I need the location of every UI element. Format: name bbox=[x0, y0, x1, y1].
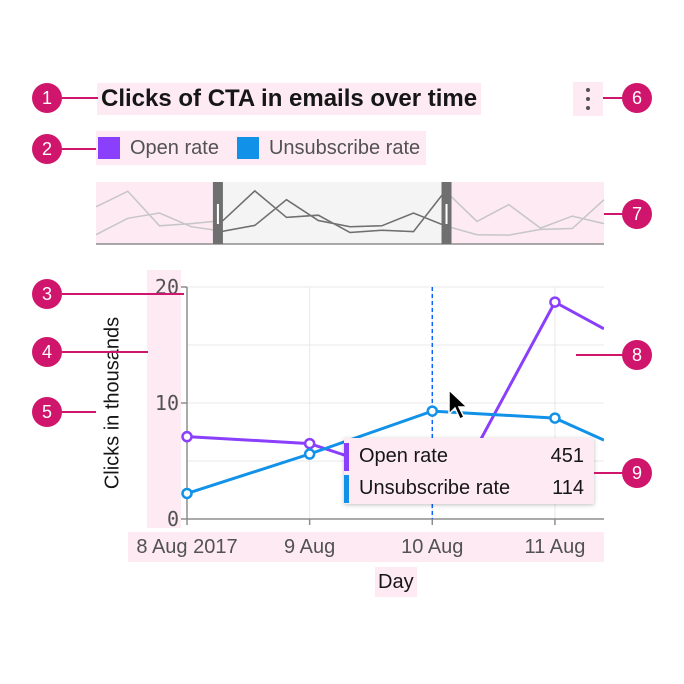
y-axis-ticks-highlight bbox=[147, 270, 181, 528]
legend-swatch-open-rate bbox=[98, 137, 120, 159]
annotation-badge: 7 bbox=[622, 199, 652, 229]
mouse-cursor-icon bbox=[448, 388, 469, 421]
tooltip-row-open-rate: Open rate 451 bbox=[344, 441, 594, 471]
tooltip-value: 114 bbox=[552, 477, 584, 499]
annotation-leader bbox=[62, 411, 96, 413]
navigator-background bbox=[96, 182, 604, 244]
y-axis-title: Clicks in thousands bbox=[98, 303, 128, 503]
overflow-menu-icon[interactable] bbox=[573, 82, 603, 116]
annotation-badge: 9 bbox=[622, 458, 652, 488]
data-point bbox=[549, 296, 561, 308]
menu-dot bbox=[586, 106, 590, 110]
annotation-leader bbox=[594, 472, 624, 474]
legend-item-open-rate[interactable]: Open rate bbox=[98, 137, 219, 160]
navigator-line-selected bbox=[217, 189, 447, 234]
annotation-badge: 5 bbox=[32, 397, 62, 427]
data-point bbox=[181, 487, 193, 500]
tooltip-value: 451 bbox=[550, 445, 584, 467]
tooltip-color-bar bbox=[344, 443, 349, 471]
annotation-badge: 3 bbox=[32, 279, 62, 309]
x-axis-ticks-highlight bbox=[128, 532, 604, 562]
x-axis-label: Day bbox=[375, 567, 417, 597]
navigator-line bbox=[95, 189, 605, 234]
data-point bbox=[549, 412, 561, 424]
navigator-line-selected bbox=[217, 198, 447, 232]
legend: Open rate Unsubscribe rate bbox=[96, 131, 427, 165]
annotation-leader bbox=[62, 293, 184, 295]
tooltip-label: Unsubscribe rate bbox=[359, 477, 511, 499]
navigator-handle bbox=[212, 182, 223, 244]
annotation-leader bbox=[603, 97, 623, 99]
tooltip-label: Open rate bbox=[359, 445, 448, 467]
annotation-leader bbox=[62, 351, 148, 353]
menu-dot bbox=[586, 97, 590, 101]
navigator-handle bbox=[441, 182, 452, 244]
tooltip-row-unsubscribe-rate: Unsubscribe rate 114 bbox=[344, 473, 594, 503]
chart-title: Clicks of CTA in emails over time bbox=[97, 83, 482, 115]
navigator-selection bbox=[217, 182, 447, 244]
annotation-leader bbox=[604, 213, 624, 215]
y-axis-label: Clicks in thousands bbox=[101, 316, 124, 490]
chart-tooltip: Open rate 451 Unsubscribe rate 114 bbox=[344, 438, 594, 504]
data-point bbox=[303, 437, 316, 450]
data-point bbox=[181, 430, 193, 443]
legend-swatch-unsubscribe-rate bbox=[236, 137, 259, 159]
annotation-badge: 6 bbox=[622, 83, 652, 113]
annotation-leader bbox=[62, 148, 96, 150]
annotation-leader bbox=[576, 354, 624, 356]
legend-label: Open rate bbox=[130, 136, 219, 159]
annotation-badge: 4 bbox=[32, 337, 62, 367]
time-navigator[interactable] bbox=[95, 182, 605, 245]
data-point bbox=[426, 405, 439, 417]
legend-item-unsubscribe-rate[interactable]: Unsubscribe rate bbox=[236, 136, 421, 160]
navigator-line bbox=[95, 198, 605, 236]
data-point bbox=[303, 448, 316, 460]
menu-dot bbox=[586, 88, 590, 92]
annotation-leader bbox=[62, 97, 98, 99]
tooltip-color-bar bbox=[344, 475, 349, 503]
annotation-badge: 8 bbox=[622, 340, 652, 370]
annotation-badge: 2 bbox=[32, 134, 62, 164]
legend-label: Unsubscribe rate bbox=[268, 136, 421, 159]
annotation-badge: 1 bbox=[32, 83, 62, 113]
